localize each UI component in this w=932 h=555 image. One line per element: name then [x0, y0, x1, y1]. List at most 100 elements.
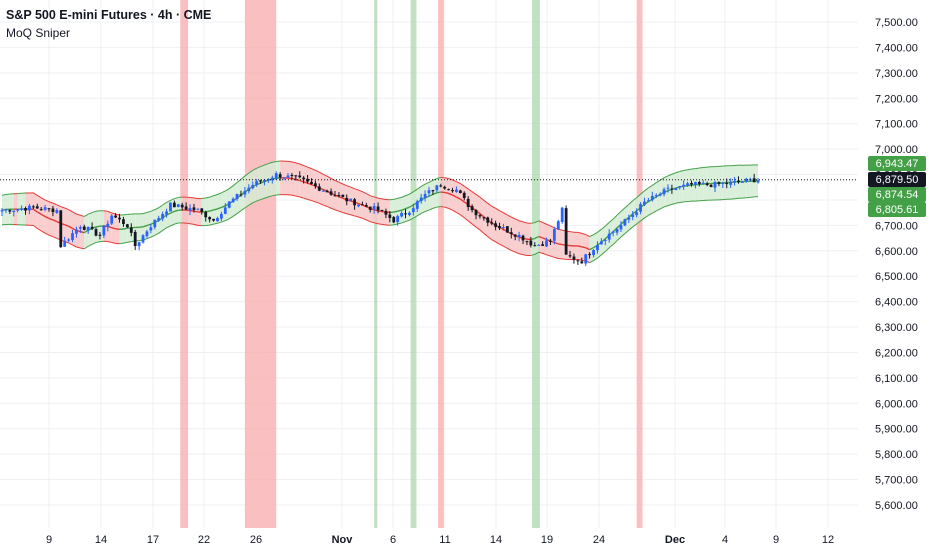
- candle-body[interactable]: [612, 232, 615, 233]
- candle-body[interactable]: [161, 214, 164, 219]
- candle-body[interactable]: [420, 198, 423, 202]
- candle-body[interactable]: [294, 175, 297, 176]
- candle-body[interactable]: [134, 232, 137, 246]
- candle-body[interactable]: [1, 210, 4, 211]
- candle-body[interactable]: [463, 193, 466, 198]
- candle-body[interactable]: [600, 241, 603, 244]
- candle-body[interactable]: [220, 214, 223, 219]
- candle-body[interactable]: [651, 196, 654, 200]
- candle-body[interactable]: [110, 216, 113, 224]
- candle-body[interactable]: [608, 234, 611, 240]
- candle-body[interactable]: [490, 222, 493, 223]
- candle-body[interactable]: [439, 186, 442, 187]
- candle-body[interactable]: [522, 236, 525, 241]
- candle-body[interactable]: [373, 206, 376, 209]
- candle-body[interactable]: [428, 190, 431, 193]
- candle-body[interactable]: [20, 208, 23, 209]
- candle-body[interactable]: [24, 208, 27, 211]
- candle-body[interactable]: [670, 189, 673, 190]
- candle-body[interactable]: [67, 239, 70, 240]
- candle-body[interactable]: [753, 178, 756, 182]
- candle-body[interactable]: [580, 261, 583, 263]
- candle-body[interactable]: [106, 224, 109, 227]
- candle-body[interactable]: [236, 194, 239, 199]
- candle-body[interactable]: [153, 220, 156, 227]
- candle-body[interactable]: [584, 254, 587, 263]
- candle-body[interactable]: [341, 195, 344, 197]
- candle-body[interactable]: [32, 206, 35, 207]
- candle-body[interactable]: [130, 227, 133, 232]
- candle-body[interactable]: [576, 260, 579, 261]
- candle-body[interactable]: [87, 227, 90, 231]
- candle-body[interactable]: [185, 206, 188, 209]
- candle-body[interactable]: [102, 226, 105, 235]
- candle-body[interactable]: [243, 191, 246, 195]
- candle-body[interactable]: [12, 211, 15, 212]
- candle-body[interactable]: [302, 178, 305, 180]
- candle-body[interactable]: [99, 235, 102, 236]
- candle-body[interactable]: [486, 217, 489, 222]
- candle-body[interactable]: [224, 207, 227, 213]
- candle-body[interactable]: [114, 216, 117, 218]
- candle-body[interactable]: [385, 211, 388, 215]
- candle-body[interactable]: [287, 176, 290, 178]
- candle-body[interactable]: [71, 233, 74, 240]
- candle-body[interactable]: [557, 221, 560, 229]
- candle-body[interactable]: [16, 209, 19, 210]
- candle-body[interactable]: [75, 230, 78, 234]
- candle-body[interactable]: [686, 183, 689, 185]
- candle-body[interactable]: [635, 212, 638, 215]
- candle-body[interactable]: [204, 212, 207, 217]
- candle-body[interactable]: [44, 207, 47, 210]
- candle-body[interactable]: [196, 209, 199, 210]
- candle-body[interactable]: [118, 218, 121, 220]
- candle-body[interactable]: [443, 187, 446, 189]
- candle-body[interactable]: [322, 191, 325, 192]
- candle-body[interactable]: [377, 207, 380, 211]
- candle-body[interactable]: [561, 208, 564, 222]
- candle-body[interactable]: [588, 254, 591, 255]
- candle-body[interactable]: [710, 185, 713, 187]
- candle-body[interactable]: [400, 213, 403, 216]
- candle-body[interactable]: [435, 185, 438, 190]
- candle-body[interactable]: [592, 250, 595, 255]
- candle-body[interactable]: [52, 208, 55, 212]
- candle-body[interactable]: [741, 182, 744, 183]
- candle-body[interactable]: [459, 190, 462, 193]
- candle-body[interactable]: [631, 214, 634, 217]
- candle-body[interactable]: [659, 194, 662, 195]
- candle-body[interactable]: [737, 181, 740, 183]
- candle-body[interactable]: [138, 242, 141, 246]
- candle-body[interactable]: [725, 183, 728, 184]
- candle-body[interactable]: [408, 213, 411, 215]
- candle-body[interactable]: [353, 199, 356, 205]
- candle-body[interactable]: [494, 223, 497, 227]
- candle-body[interactable]: [63, 241, 66, 247]
- candle-body[interactable]: [216, 218, 219, 221]
- candle-body[interactable]: [59, 210, 62, 247]
- candle-body[interactable]: [251, 185, 254, 188]
- candle-body[interactable]: [553, 229, 556, 241]
- candle-body[interactable]: [247, 188, 250, 192]
- candle-body[interactable]: [506, 226, 509, 232]
- candle-body[interactable]: [482, 217, 485, 218]
- candle-body[interactable]: [255, 181, 258, 185]
- candle-body[interactable]: [549, 241, 552, 242]
- candle-body[interactable]: [706, 183, 709, 185]
- candle-body[interactable]: [714, 182, 717, 188]
- candle-body[interactable]: [55, 210, 58, 213]
- candle-body[interactable]: [604, 240, 607, 241]
- candle-body[interactable]: [447, 189, 450, 190]
- candle-body[interactable]: [388, 215, 391, 218]
- candle-body[interactable]: [228, 201, 231, 207]
- candle-body[interactable]: [146, 231, 149, 236]
- candle-body[interactable]: [729, 182, 732, 185]
- candle-body[interactable]: [83, 227, 86, 230]
- candle-body[interactable]: [529, 241, 532, 246]
- candle-body[interactable]: [502, 227, 505, 228]
- candle-body[interactable]: [169, 203, 172, 212]
- candle-body[interactable]: [698, 182, 701, 184]
- candle-body[interactable]: [310, 182, 313, 184]
